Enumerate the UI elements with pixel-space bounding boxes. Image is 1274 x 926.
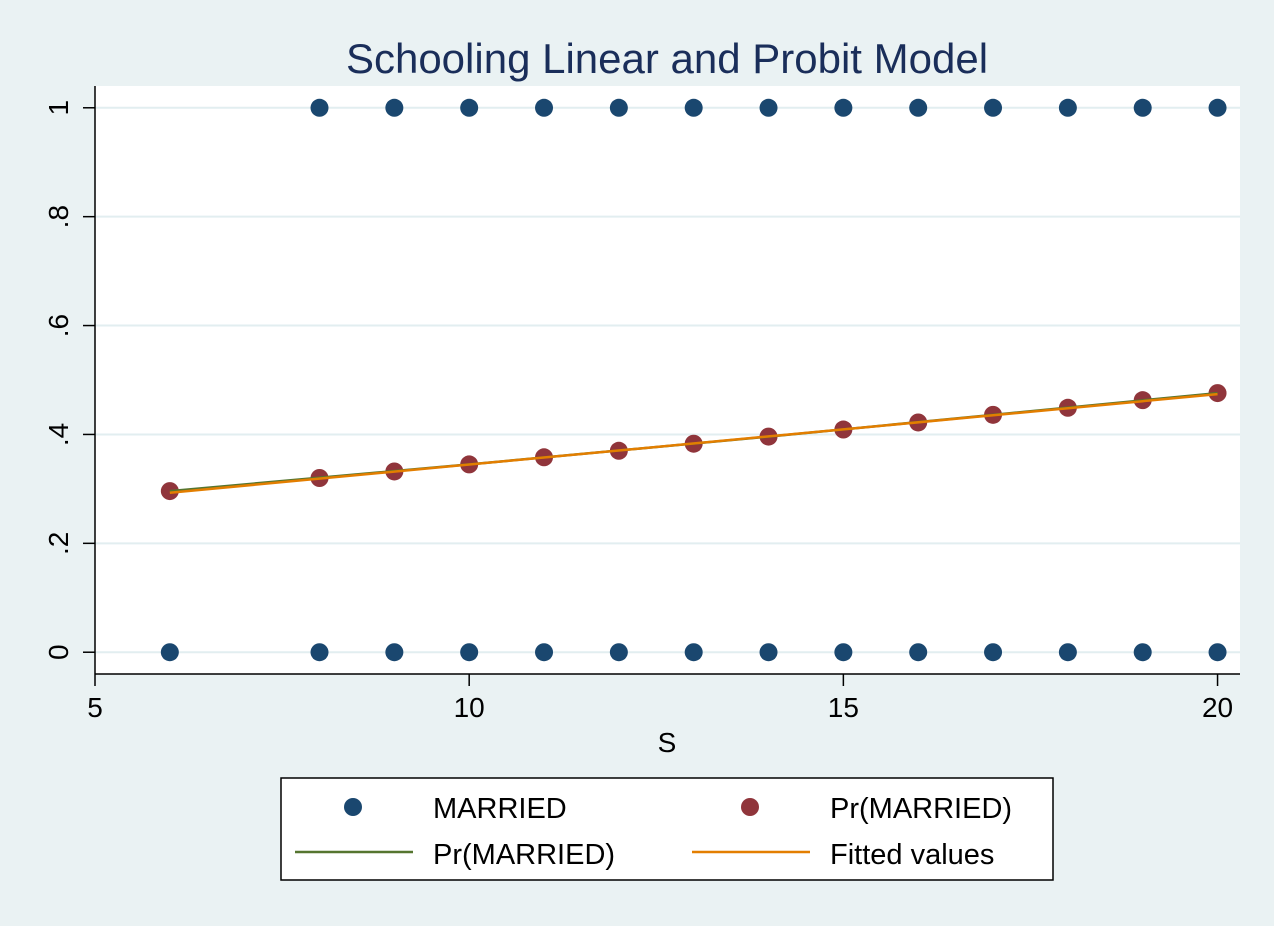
point-married bbox=[460, 98, 479, 117]
point-married bbox=[759, 98, 778, 117]
x-tick-label: 20 bbox=[1202, 692, 1233, 723]
y-tick-label: 1 bbox=[43, 100, 74, 116]
point-married bbox=[684, 643, 703, 662]
y-tick-label: 0 bbox=[43, 644, 74, 660]
point-married bbox=[460, 643, 479, 662]
point-married bbox=[1058, 98, 1077, 117]
point-married bbox=[609, 643, 628, 662]
line-fitted-line bbox=[169, 392, 1218, 494]
data-points bbox=[160, 98, 1227, 662]
y-tick-label: .2 bbox=[43, 532, 74, 555]
series-lines bbox=[169, 391, 1218, 494]
point-married bbox=[909, 643, 928, 662]
point-married bbox=[834, 98, 853, 117]
point-married bbox=[834, 643, 853, 662]
point-married bbox=[1208, 643, 1227, 662]
point-married bbox=[310, 98, 329, 117]
legend-label-pr-married-line: Pr(MARRIED) bbox=[433, 839, 615, 871]
point-married bbox=[759, 643, 778, 662]
x-tick-label: 5 bbox=[87, 692, 103, 723]
point-married bbox=[535, 98, 554, 117]
legend: MARRIED Pr(MARRIED) Pr(MARRIED) Fitted v… bbox=[280, 777, 1054, 881]
legend-marker-married bbox=[344, 798, 362, 816]
point-married bbox=[535, 643, 554, 662]
point-married bbox=[1208, 98, 1227, 117]
legend-marker-pr-married-points bbox=[741, 798, 759, 816]
x-axis-label: S bbox=[658, 727, 677, 758]
y-tick-label: .8 bbox=[43, 205, 74, 228]
x-tick-label: 15 bbox=[828, 692, 859, 723]
point-married bbox=[984, 643, 1003, 662]
point-married bbox=[385, 643, 404, 662]
grid-lines bbox=[95, 106, 1240, 654]
point-married bbox=[684, 98, 703, 117]
legend-box bbox=[280, 777, 1054, 881]
point-married bbox=[385, 98, 404, 117]
point-married bbox=[984, 98, 1003, 117]
legend-label-fitted-values: Fitted values bbox=[830, 839, 994, 871]
chart-title: Schooling Linear and Probit Model bbox=[346, 35, 988, 82]
legend-label-pr-married-points: Pr(MARRIED) bbox=[830, 793, 1012, 825]
y-tick-label: .4 bbox=[43, 423, 74, 446]
axes: 0.2.4.6.815 10 15 20 bbox=[43, 86, 1240, 723]
point-married bbox=[160, 643, 179, 662]
point-married bbox=[1058, 643, 1077, 662]
point-married bbox=[609, 98, 628, 117]
point-married bbox=[310, 643, 329, 662]
y-tick-label: .6 bbox=[43, 314, 74, 337]
plot-area bbox=[95, 86, 1240, 674]
point-married bbox=[909, 98, 928, 117]
x-tick-label: 10 bbox=[454, 692, 485, 723]
point-married bbox=[1133, 643, 1152, 662]
point-married bbox=[1133, 98, 1152, 117]
legend-label-married: MARRIED bbox=[433, 793, 567, 825]
